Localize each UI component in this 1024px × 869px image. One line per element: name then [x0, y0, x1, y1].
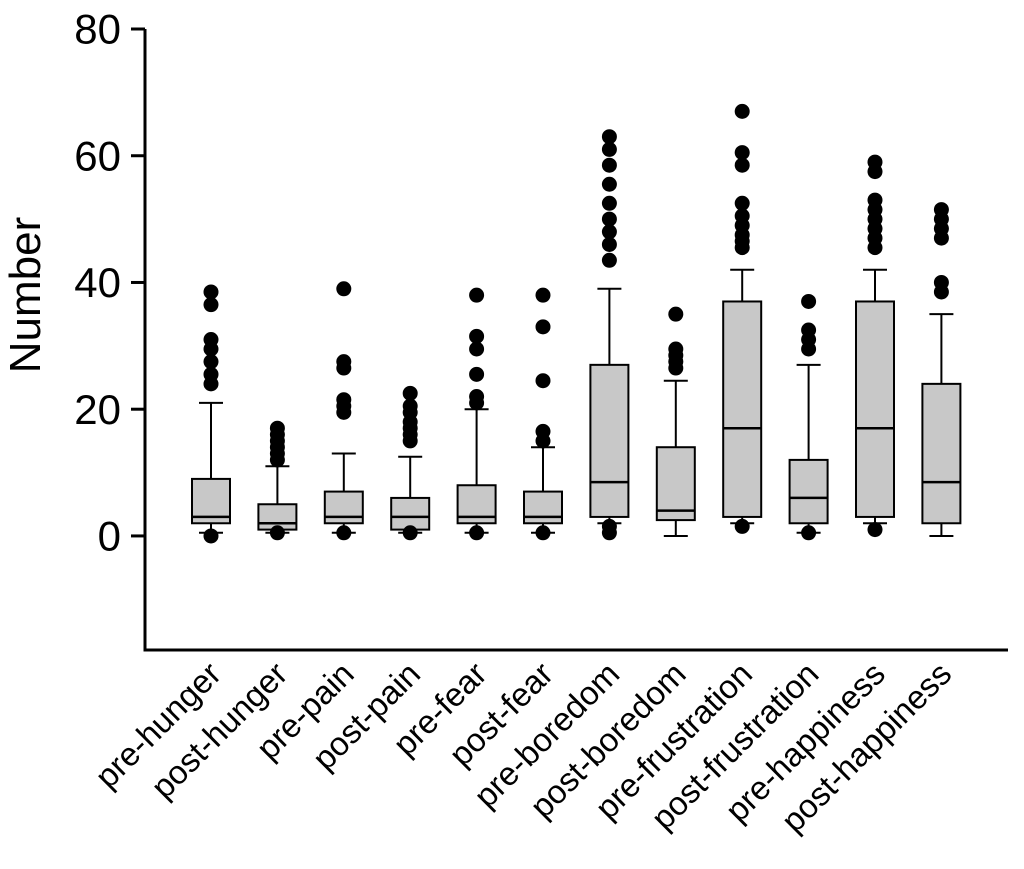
- outlier-dot: [668, 360, 684, 376]
- outlier-dot: [801, 293, 817, 309]
- outlier-dot: [867, 164, 883, 180]
- boxplot-post-hunger: [257, 420, 298, 541]
- outlier-dot: [402, 385, 418, 401]
- outlier-dot: [269, 525, 285, 541]
- y-tick-label: 60: [74, 132, 121, 179]
- outlier-dot: [535, 373, 551, 389]
- outlier-dot: [734, 195, 750, 211]
- outlier-dot: [203, 354, 219, 370]
- boxplot-pre-fear: [456, 287, 497, 541]
- outlier-dot: [469, 328, 485, 344]
- boxplot-pre-pain: [323, 281, 364, 541]
- iqr-box: [655, 446, 696, 522]
- outlier-dot: [469, 525, 485, 541]
- outlier-dot: [601, 176, 617, 192]
- outlier-dot: [601, 141, 617, 157]
- outlier-dot: [535, 525, 551, 541]
- outlier-dot: [535, 287, 551, 303]
- outlier-dot: [469, 366, 485, 382]
- outlier-dot: [601, 195, 617, 211]
- outlier-dot: [601, 525, 617, 541]
- outlier-dot: [668, 306, 684, 322]
- boxplot-pre-hunger: [191, 284, 231, 544]
- boxplot-pre-frustration: [722, 103, 763, 534]
- boxplot-pre-boredom: [589, 129, 630, 541]
- outlier-dot: [469, 341, 485, 357]
- outlier-dot: [469, 395, 485, 411]
- outlier-dot: [203, 297, 219, 313]
- outlier-dot: [203, 528, 219, 544]
- iqr-box: [323, 490, 364, 525]
- y-axis-label: Number: [1, 217, 50, 374]
- iqr-box: [722, 300, 763, 518]
- iqr-box: [523, 490, 563, 525]
- boxplot-post-pain: [390, 385, 431, 541]
- boxplot-pre-happiness: [855, 154, 895, 538]
- outlier-dot: [336, 404, 352, 420]
- outlier-dot: [933, 284, 949, 300]
- boxplot-post-frustration: [788, 293, 829, 541]
- outlier-dot: [535, 433, 551, 449]
- outlier-dot: [734, 145, 750, 161]
- outlier-dot: [867, 240, 883, 256]
- outlier-dot: [601, 236, 617, 252]
- outlier-dot: [203, 284, 219, 300]
- boxplot-post-happiness: [921, 202, 962, 537]
- outlier-dot: [734, 157, 750, 173]
- outlier-dot: [601, 129, 617, 145]
- outlier-dot: [336, 525, 352, 541]
- outlier-dot: [801, 525, 817, 541]
- iqr-box: [921, 382, 962, 525]
- outlier-dot: [734, 103, 750, 119]
- outlier-dot: [933, 230, 949, 246]
- y-tick-label: 40: [74, 259, 121, 306]
- iqr-box: [589, 363, 630, 518]
- y-tick-label: 80: [74, 6, 121, 53]
- outlier-dot: [269, 452, 285, 468]
- iqr-box: [390, 496, 431, 531]
- outlier-dot: [734, 518, 750, 534]
- outlier-dot: [203, 341, 219, 357]
- outlier-dot: [469, 287, 485, 303]
- iqr-box: [855, 300, 895, 518]
- outlier-dot: [203, 376, 219, 392]
- outlier-dot: [535, 319, 551, 335]
- outlier-dot: [336, 281, 352, 297]
- outlier-dot: [601, 252, 617, 268]
- outlier-dot: [801, 341, 817, 357]
- outlier-dot: [601, 157, 617, 173]
- y-tick-label: 0: [98, 513, 121, 560]
- outlier-dot: [402, 525, 418, 541]
- boxplot-post-boredom: [655, 306, 696, 537]
- outlier-dot: [402, 433, 418, 449]
- outlier-dot: [867, 522, 883, 538]
- outlier-dot: [336, 360, 352, 376]
- y-tick-label: 20: [74, 386, 121, 433]
- boxplot-post-fear: [523, 287, 563, 541]
- outlier-dot: [601, 224, 617, 240]
- outlier-dot: [601, 211, 617, 227]
- iqr-box: [788, 458, 829, 525]
- chart-root: 020406080pre-hungerpost-hungerpre-painpo…: [74, 6, 1008, 839]
- outlier-dot: [734, 240, 750, 256]
